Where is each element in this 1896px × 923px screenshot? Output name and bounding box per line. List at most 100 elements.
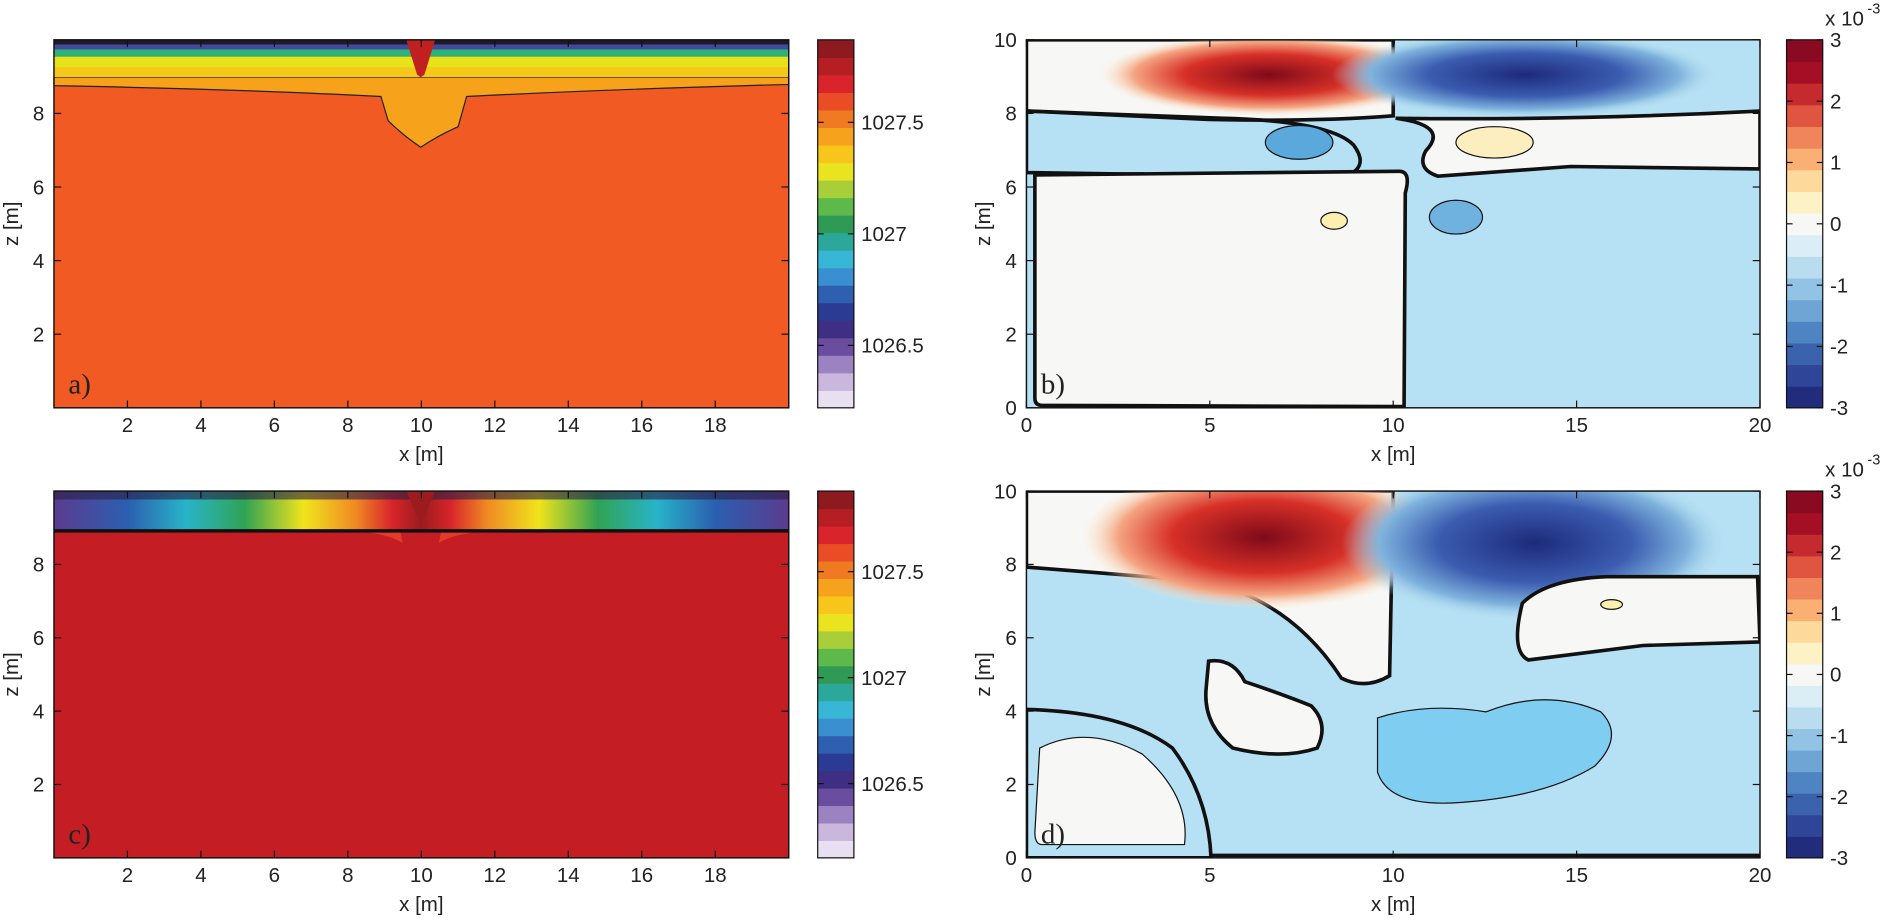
y-tick-label: 4 [33,250,44,273]
colorbar-band [817,337,854,356]
y-tick-label: 2 [1005,774,1016,797]
y-tick-label: 6 [1005,627,1016,650]
colorbar-band [1786,61,1823,84]
x-tick-label: 10 [410,864,433,887]
x-tick-label: 14 [557,864,580,887]
x-tick-label: 15 [1565,414,1588,437]
colorbar-band [1786,749,1823,773]
colorbar-band [817,285,854,304]
colorbar-band [1786,104,1823,128]
x-tick-label: 0 [1021,414,1032,437]
colorbar-tick-label: 1027 [861,667,907,690]
colorbar-band [817,665,854,684]
colorbar-tick-label: 3 [1830,480,1841,503]
colorbar-tick-label: 1026.5 [861,773,924,796]
colorbar-tick-label: 1 [1830,152,1841,175]
colorbar-band [817,560,854,579]
y-tick-label: 10 [994,29,1017,52]
colorbar-band [1786,534,1823,557]
colorbar-band [817,320,854,339]
colorbar-tick-label: -2 [1830,336,1848,359]
panel-label: d) [1041,818,1065,850]
y-tick-label: 6 [1005,176,1016,199]
colorbar-band [817,92,854,111]
colorbar-band [1786,771,1823,794]
x-tick-label: 4 [195,414,206,437]
colorbar-tick-label: 2 [1830,90,1841,113]
colorbar-exponent: -3 [1867,1,1880,17]
colorbar-band [817,302,854,321]
colorbar-band [1786,169,1823,192]
colorbar [817,490,855,859]
colorbar-band [1786,642,1823,665]
colorbar-tick-label: -1 [1830,725,1848,748]
colorbar-band [1786,728,1823,751]
colorbar-band [1786,386,1823,409]
colorbar-multiplier: x 10 [1825,459,1864,482]
y-tick-label: 8 [1005,554,1016,577]
x-tick-label: 6 [269,414,280,437]
colorbar-band [817,735,854,754]
field-a [53,39,790,408]
colorbar-exponent: -3 [1867,453,1880,469]
x-tick-label: 10 [410,414,433,437]
x-tick-label: 8 [342,414,353,437]
panel-label: a) [68,368,90,400]
x-tick-label: 16 [630,864,653,887]
colorbar-band [1786,299,1823,322]
colorbar-band [1786,83,1823,106]
y-tick-label: 0 [1005,847,1016,870]
colorbar-band [817,180,854,199]
field-d [1026,491,1760,858]
x-tick-label: 16 [630,414,653,437]
colorbar-band [1786,663,1823,686]
colorbar-band [817,39,854,58]
y-tick-label: 6 [33,176,44,199]
colorbar-tick-label: 0 [1830,664,1841,687]
x-tick-label: 10 [1382,864,1405,887]
y-tick-label: 2 [1005,323,1016,346]
colorbar-band [817,109,854,129]
colorbar-band [817,372,854,391]
x-axis-label: x [m] [1371,893,1415,916]
y-tick-label: 2 [33,774,44,797]
panel-label: c) [68,818,90,850]
colorbar-band [817,595,854,614]
colorbar-band [1786,342,1823,366]
colorbar-band [817,700,854,719]
colorbar-band [817,630,854,649]
colorbar-band [817,355,854,374]
x-tick-label: 5 [1204,864,1215,887]
colorbar-band [1786,234,1823,257]
x-tick-label: 8 [342,864,353,887]
y-tick-label: 8 [33,103,44,126]
colorbar-tick-label: 2 [1830,541,1841,564]
y-tick-label: 8 [1005,103,1016,126]
x-tick-label: 12 [483,414,506,437]
x-tick-label: 14 [557,414,580,437]
colorbar-tick-label: -3 [1830,397,1848,420]
colorbar-band [817,648,854,667]
colorbar-band [1786,277,1823,301]
y-tick-label: 4 [33,700,44,723]
colorbar-band [817,144,854,164]
colorbar [817,39,855,409]
y-axis-label: z [m] [0,652,23,696]
colorbar-band [817,613,854,632]
colorbar-band [817,390,854,409]
x-tick-label: 20 [1749,414,1772,437]
colorbar-band [817,74,854,93]
colorbar-band [1786,256,1823,279]
colorbar-band [1786,212,1823,236]
x-axis-label: x [m] [1371,443,1415,466]
colorbar-band [817,250,854,269]
y-tick-label: 6 [33,627,44,650]
x-tick-label: 18 [704,414,727,437]
colorbar-band [817,215,854,234]
y-axis-label: z [m] [0,202,23,246]
colorbar-band [1786,706,1823,729]
colorbar-band [1786,191,1823,214]
x-tick-label: 10 [1382,414,1405,437]
y-tick-label: 4 [1005,250,1016,273]
